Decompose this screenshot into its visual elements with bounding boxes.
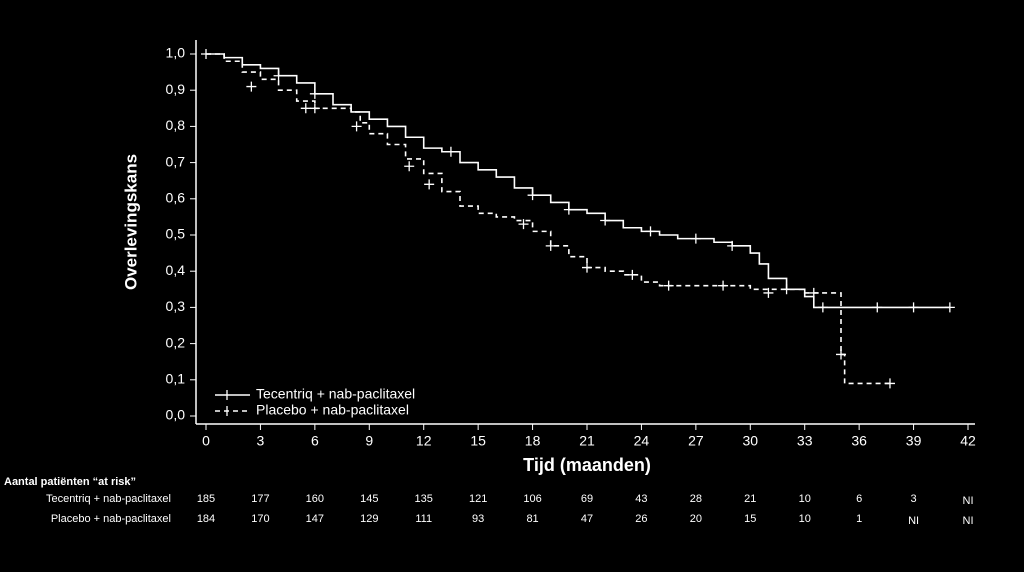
at-risk-value: 93 — [472, 513, 484, 525]
survival-curve — [206, 53, 890, 385]
censor-mark — [817, 302, 828, 313]
at-risk-value: NI — [963, 515, 974, 527]
y-tick-label: 1,0 — [166, 45, 186, 61]
at-risk-row-name: Tecentriq + nab-paclitaxel — [46, 493, 171, 505]
legend-label: Tecentriq + nab-paclitaxel — [256, 386, 415, 402]
censor-mark — [727, 240, 738, 251]
y-tick-label: 0,3 — [166, 298, 186, 314]
at-risk-title: Aantal patiënten “at risk” — [4, 476, 136, 488]
censor-mark — [627, 269, 638, 280]
censor-mark — [690, 233, 701, 244]
censor-mark — [527, 190, 538, 201]
censor-mark — [908, 302, 919, 313]
censor-mark — [309, 88, 320, 99]
censor-mark — [600, 215, 611, 226]
x-tick-label: 39 — [906, 433, 922, 449]
at-risk-value: 10 — [799, 493, 811, 505]
at-risk-value: 111 — [415, 513, 432, 525]
at-risk-value: NI — [908, 515, 919, 527]
censor-mark — [246, 81, 257, 92]
at-risk-value: 170 — [251, 513, 269, 525]
at-risk-value: 43 — [635, 493, 647, 505]
x-tick-label: 42 — [960, 433, 976, 449]
x-tick-label: 3 — [257, 433, 265, 449]
x-tick-label: 0 — [202, 433, 210, 449]
at-risk-value: 26 — [635, 513, 647, 525]
censor-mark — [836, 349, 846, 360]
y-tick-label: 0,8 — [166, 117, 186, 133]
x-axis-title: Tijd (maanden) — [523, 455, 651, 475]
censor-mark — [808, 287, 819, 298]
x-tick-label: 21 — [579, 433, 595, 449]
x-tick-label: 33 — [797, 433, 813, 449]
censor-mark — [872, 302, 883, 313]
y-axis-title: Overlevingskans — [121, 154, 140, 290]
x-tick-label: 15 — [470, 433, 486, 449]
y-tick-label: 0,6 — [166, 190, 186, 206]
y-tick-label: 0,2 — [166, 334, 186, 350]
censor-mark — [518, 219, 529, 230]
censor-mark — [404, 161, 415, 172]
y-tick-label: 0,9 — [166, 81, 186, 97]
y-tick-label: 0,4 — [166, 262, 186, 278]
at-risk-value: 1 — [856, 513, 862, 525]
y-tick-label: 0,0 — [166, 407, 186, 423]
at-risk-value: 69 — [581, 493, 593, 505]
x-tick-label: 24 — [634, 433, 650, 449]
censor-mark — [582, 262, 592, 273]
at-risk-value: 6 — [856, 493, 862, 505]
legend-label: Placebo + nab-paclitaxel — [256, 402, 409, 418]
at-risk-value: 15 — [744, 513, 756, 525]
censor-mark — [273, 70, 284, 81]
censor-mark — [763, 287, 774, 298]
y-tick-label: 0,7 — [166, 153, 186, 169]
x-tick-label: 36 — [851, 433, 867, 449]
censor-mark — [309, 103, 320, 114]
x-tick-label: 6 — [311, 433, 319, 449]
x-tick-label: 27 — [688, 433, 704, 449]
censor-mark — [563, 204, 574, 215]
y-tick-label: 0,5 — [166, 226, 186, 242]
censor-mark — [884, 378, 895, 389]
at-risk-value: 184 — [197, 513, 215, 525]
at-risk-value: 106 — [523, 493, 541, 505]
x-tick-label: 18 — [525, 433, 541, 449]
at-risk-value: 145 — [360, 493, 378, 505]
censor-mark — [351, 121, 362, 132]
at-risk-value: 135 — [415, 493, 433, 505]
x-tick-label: 9 — [365, 433, 373, 449]
at-risk-value: 47 — [581, 513, 593, 525]
at-risk-value: NI — [963, 495, 974, 507]
at-risk-value: 3 — [911, 493, 917, 505]
at-risk-value: 81 — [526, 513, 538, 525]
x-tick-label: 12 — [416, 433, 432, 449]
censor-mark — [445, 146, 456, 157]
y-tick-label: 0,1 — [166, 371, 186, 387]
censor-mark — [424, 179, 435, 190]
at-risk-value: 121 — [469, 493, 487, 505]
at-risk-value: 10 — [799, 513, 811, 525]
at-risk-value: 28 — [690, 493, 702, 505]
at-risk-value: 160 — [306, 493, 324, 505]
censor-mark — [545, 240, 556, 251]
at-risk-value: 185 — [197, 493, 215, 505]
at-risk-value: 129 — [360, 513, 378, 525]
at-risk-row-name: Placebo + nab-paclitaxel — [51, 513, 171, 525]
x-tick-label: 30 — [742, 433, 758, 449]
at-risk-value: 21 — [744, 493, 756, 505]
censor-mark — [944, 302, 955, 313]
at-risk-value: 147 — [306, 513, 324, 525]
censor-mark — [645, 226, 656, 237]
at-risk-value: 177 — [251, 493, 269, 505]
at-risk-value: 20 — [690, 513, 702, 525]
censor-mark — [300, 103, 311, 114]
censor-mark — [718, 280, 729, 291]
survival-curve — [206, 53, 950, 309]
censor-mark — [663, 280, 674, 291]
